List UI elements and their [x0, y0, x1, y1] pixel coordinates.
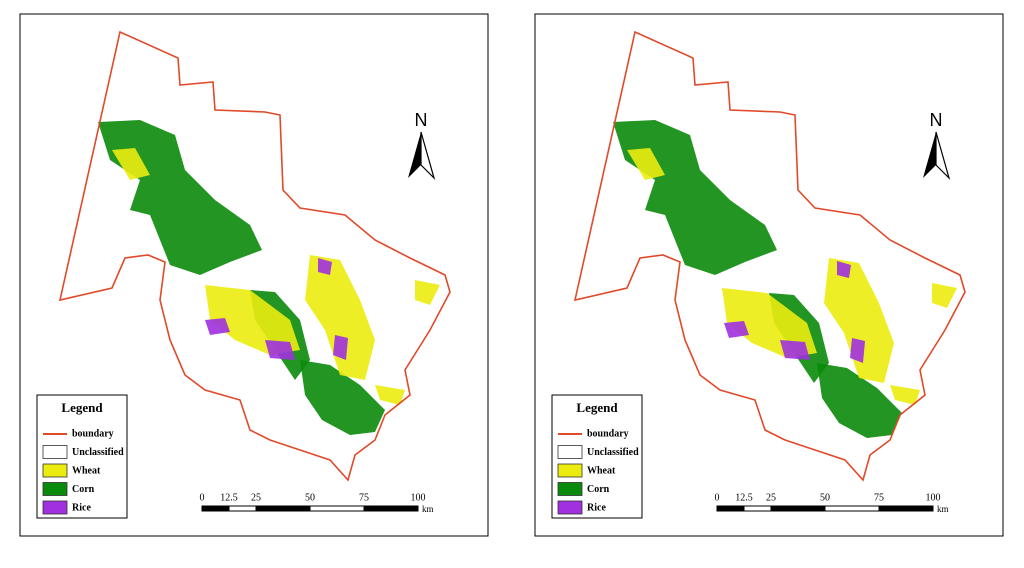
north-arrow-right [420, 131, 436, 181]
boundary [573, 30, 966, 482]
legend-label: Unclassified [72, 447, 124, 458]
legend-swatch [557, 500, 583, 515]
scale-unit: km [422, 504, 434, 514]
scale-segment [824, 505, 880, 512]
scale-segment [201, 505, 230, 512]
legend-swatch [557, 482, 583, 496]
scale-segment [878, 505, 934, 512]
map-panel: N Legend boundary Unclassified Wheat Corn Rice… [19, 13, 489, 537]
boundary [58, 30, 451, 482]
crop-patch [817, 363, 902, 438]
crop-patch [265, 340, 295, 360]
legend-label: Wheat [72, 465, 101, 476]
north-arrow-left [923, 132, 936, 178]
north-label: N [930, 110, 943, 130]
scale-segment [309, 505, 365, 512]
legend-swatch [42, 445, 68, 459]
crop-patch [205, 318, 230, 335]
legend-label: Corn [72, 484, 95, 495]
north-arrow-left [408, 132, 421, 178]
crop-patch [415, 280, 440, 305]
legend-swatch [557, 445, 583, 459]
scale-label: 100 [926, 492, 941, 503]
scale-label: 0 [715, 492, 720, 503]
legend-label: Wheat [587, 465, 616, 476]
crop-patch [850, 338, 865, 363]
scale-unit: km [937, 504, 949, 514]
scale-label: 50 [820, 492, 830, 503]
legend-swatch [42, 500, 68, 515]
legend-label: boundary [587, 428, 629, 439]
crop-patch [724, 321, 749, 338]
legend-label: Unclassified [587, 447, 639, 458]
map-panel: N Legend boundary Unclassified Wheat Corn Rice… [534, 13, 1004, 537]
crop-patch [722, 288, 817, 358]
scale-label: 25 [766, 492, 776, 503]
legend-swatch [557, 463, 583, 478]
legend-label: Rice [72, 502, 91, 513]
legend-title: Legend [61, 400, 103, 415]
crop-patch [627, 148, 665, 180]
scale-segment [743, 505, 772, 512]
legend-label: Corn [587, 484, 610, 495]
north-label: N [415, 110, 428, 130]
north-arrow-right [935, 131, 951, 181]
crop-patch [318, 258, 332, 275]
legend-label: boundary [72, 428, 114, 439]
crop-patch [780, 340, 810, 360]
crop-patch [205, 285, 300, 355]
scale-label: 0 [200, 492, 205, 503]
crop-patch [333, 335, 348, 360]
crop-patch [375, 385, 405, 405]
crop-patch [932, 283, 957, 308]
crop-patch [837, 261, 851, 278]
legend-swatch [42, 482, 68, 496]
scale-segment [716, 505, 745, 512]
scale-label: 75 [874, 492, 884, 503]
scale-label: 100 [411, 492, 426, 503]
crop-patch [890, 385, 920, 405]
scale-segment [255, 505, 311, 512]
crop-patch [112, 148, 150, 180]
scale-segment [228, 505, 257, 512]
legend-swatch [42, 463, 68, 478]
scale-segment [363, 505, 419, 512]
scale-label: 75 [359, 492, 369, 503]
crop-patch [300, 360, 385, 435]
scale-label: 12.5 [220, 492, 238, 503]
crop-patch [824, 258, 894, 383]
scale-label: 25 [251, 492, 261, 503]
scale-label: 12.5 [735, 492, 753, 503]
scale-label: 50 [305, 492, 315, 503]
scale-segment [770, 505, 826, 512]
legend-title: Legend [576, 400, 618, 415]
crop-patch [305, 255, 375, 380]
legend-label: Rice [587, 502, 606, 513]
